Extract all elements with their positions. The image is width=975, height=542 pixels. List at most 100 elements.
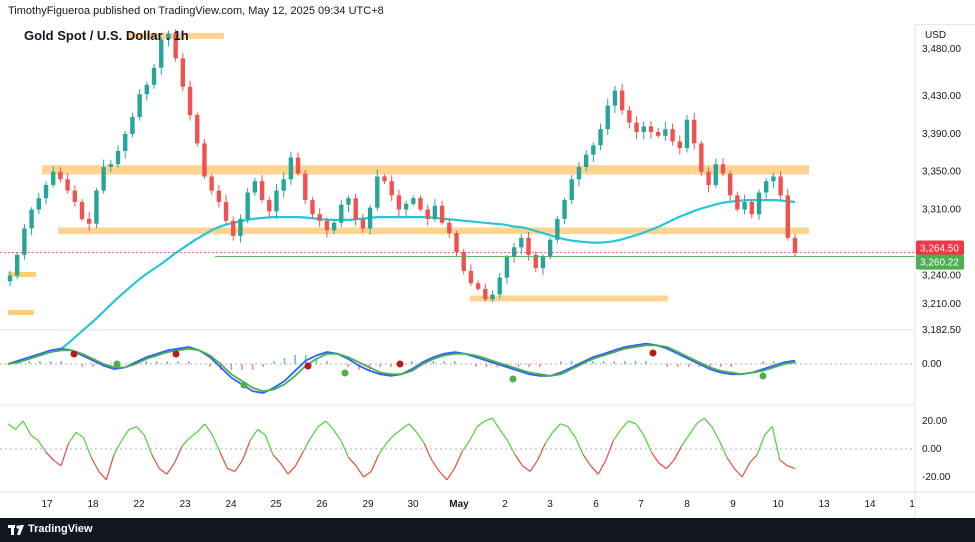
candle xyxy=(742,194,747,215)
candle xyxy=(511,242,517,263)
candle-body xyxy=(58,171,63,180)
candle-body xyxy=(396,195,402,210)
oscillator-segment xyxy=(499,429,508,441)
candle-body xyxy=(51,171,56,185)
oscillator-segment xyxy=(612,429,622,441)
cross-dot xyxy=(70,350,78,358)
candle-body xyxy=(691,119,697,144)
oscillator-segment xyxy=(325,420,334,430)
candle xyxy=(555,216,560,244)
oscillator-segment xyxy=(484,417,493,422)
oscillator-segment xyxy=(461,440,471,453)
candle xyxy=(763,177,769,199)
oscillator-tick: 20.00 xyxy=(922,416,947,427)
candle xyxy=(562,198,567,225)
candle-body xyxy=(634,122,639,133)
candle-body xyxy=(483,288,488,300)
currency-label: USD xyxy=(925,30,946,41)
candle-body xyxy=(727,173,733,196)
candle-body xyxy=(526,237,531,255)
oscillator-segment xyxy=(582,454,592,467)
candle xyxy=(223,194,229,225)
candle-body xyxy=(490,294,495,300)
oscillator-segment xyxy=(771,426,781,461)
candle-body xyxy=(375,176,380,208)
candle-body xyxy=(641,126,646,133)
candle-body xyxy=(591,145,596,155)
oscillator-segment xyxy=(680,434,690,447)
candle xyxy=(713,158,718,188)
price-tick-label: 3,310.00 xyxy=(922,205,961,216)
oscillator-segment xyxy=(75,431,85,439)
candle-body xyxy=(677,141,682,149)
oscillator-segment xyxy=(688,423,698,436)
candle xyxy=(252,177,258,196)
candle xyxy=(706,167,711,193)
oscillator-segment xyxy=(438,470,448,481)
candle-body xyxy=(699,143,704,172)
oscillator-segment xyxy=(779,459,788,467)
candle xyxy=(360,213,366,233)
candle xyxy=(29,207,34,236)
time-tick-label: 29 xyxy=(362,499,374,510)
time-axis[interactable]: 17 18 22 23 24 25 26 29 30 May 2 3 6 7 8 9 10 13 14 1 xyxy=(41,499,915,510)
candle xyxy=(576,162,582,187)
candle xyxy=(699,141,704,176)
oscillator-segment xyxy=(7,423,16,430)
candle xyxy=(425,204,430,226)
oscillator-segment xyxy=(628,420,637,425)
price-axis[interactable]: 3,480.00 3,430.00 3,390.00 3,350.00 3,310.00… xyxy=(922,44,961,336)
candle-body xyxy=(223,201,229,221)
candle xyxy=(490,290,495,302)
time-tick-label: 3 xyxy=(547,499,553,510)
oscillator-segment xyxy=(279,462,289,475)
candle xyxy=(375,169,380,212)
oscillator-segment xyxy=(453,451,463,469)
time-tick-label: May xyxy=(449,499,469,510)
candle xyxy=(288,151,294,185)
candle-body xyxy=(303,173,308,201)
oscillator-segment xyxy=(30,434,39,442)
cross-dot xyxy=(396,360,404,368)
oscillator-segment xyxy=(332,429,342,441)
candle-body xyxy=(742,201,747,210)
candle-body xyxy=(108,164,114,168)
oscillator-segment xyxy=(401,423,410,430)
time-tick-label: 9 xyxy=(730,499,736,510)
oscillator-segment xyxy=(105,454,115,480)
candle xyxy=(310,196,315,219)
candle xyxy=(367,205,373,235)
time-tick-label: 7 xyxy=(638,499,644,510)
oscillator-tick: -20.00 xyxy=(922,472,951,483)
candle xyxy=(166,30,171,47)
candle xyxy=(447,219,452,238)
candle-body xyxy=(706,171,711,185)
time-tick-label: 24 xyxy=(225,499,237,510)
candle-body xyxy=(281,179,286,191)
candle xyxy=(130,112,135,138)
candle xyxy=(267,196,272,218)
time-tick-label: 22 xyxy=(133,499,145,510)
oscillator-segment xyxy=(227,468,236,472)
oscillator-segment xyxy=(711,426,720,441)
candle-body xyxy=(115,150,121,165)
candle xyxy=(619,83,625,115)
candle xyxy=(87,211,92,232)
candle xyxy=(432,199,438,222)
candle-body xyxy=(22,228,27,255)
oscillator-panel: 20.00 0.00 -20.00 xyxy=(0,416,951,483)
oscillator-segment xyxy=(552,423,561,433)
oscillator-segment xyxy=(295,451,304,467)
candle-body xyxy=(439,205,445,223)
candle-body xyxy=(576,167,582,180)
time-tick-label: 6 xyxy=(593,499,599,510)
candle xyxy=(504,254,510,284)
candle xyxy=(778,171,783,200)
oscillator-segment xyxy=(136,426,145,436)
candle xyxy=(317,208,322,227)
oscillator-segment xyxy=(605,440,614,461)
oscillator-segment xyxy=(408,423,418,433)
oscillator-segment xyxy=(151,454,160,469)
time-tick-label: 2 xyxy=(502,499,508,510)
